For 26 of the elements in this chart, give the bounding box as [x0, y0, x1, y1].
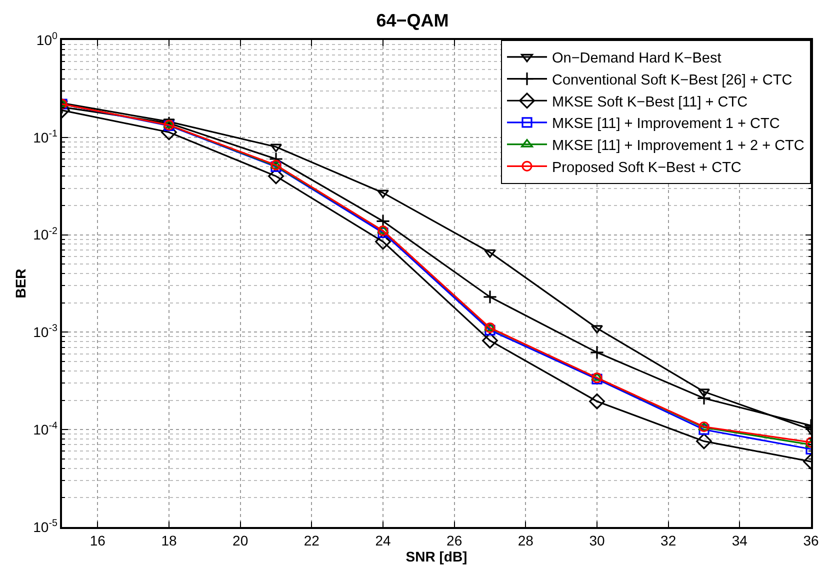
legend-label: MKSE [11] + Improvement 1 + CTC — [552, 116, 780, 132]
y-tick-label: 10$^{-4}$ — [33, 420, 58, 438]
y-tick-label: 10$^{-5}$ — [33, 518, 58, 535]
x-tick-label: 24 — [375, 532, 391, 549]
y-tick-label: 10$^{0}$ — [36, 31, 58, 48]
x-tick-label: 16 — [90, 532, 106, 549]
x-tick-label: 34 — [732, 532, 748, 549]
y-tick-label: 10$^{-3}$ — [33, 323, 58, 340]
legend-label: MKSE [11] + Improvement 1 + 2 + CTC — [552, 138, 804, 154]
legend-label: Conventional Soft K−Best [26] + CTC — [552, 72, 792, 88]
x-tick-label: 30 — [589, 532, 605, 549]
x-tick-label: 26 — [446, 532, 462, 549]
x-axis-title: SNR [dB] — [406, 548, 468, 565]
legend-label: Proposed Soft K−Best + CTC — [552, 160, 742, 176]
y-tick-label: 10$^{-2}$ — [33, 226, 58, 243]
legend-label: On−Demand Hard K−Best — [552, 50, 722, 67]
legend-label: MKSE Soft K−Best [11] + CTC — [552, 94, 748, 110]
y-tick-label: 10$^{-1}$ — [33, 128, 58, 146]
x-tick-label: 32 — [660, 532, 676, 549]
y-axis-title: BER — [12, 268, 28, 298]
x-tick-label: 20 — [232, 532, 248, 549]
chart-title: 64−QAM — [376, 10, 449, 31]
x-tick-label: 28 — [518, 532, 534, 549]
x-tick-label: 22 — [304, 532, 320, 549]
x-tick-label: 36 — [803, 532, 819, 549]
x-tick-label: 18 — [161, 532, 177, 549]
